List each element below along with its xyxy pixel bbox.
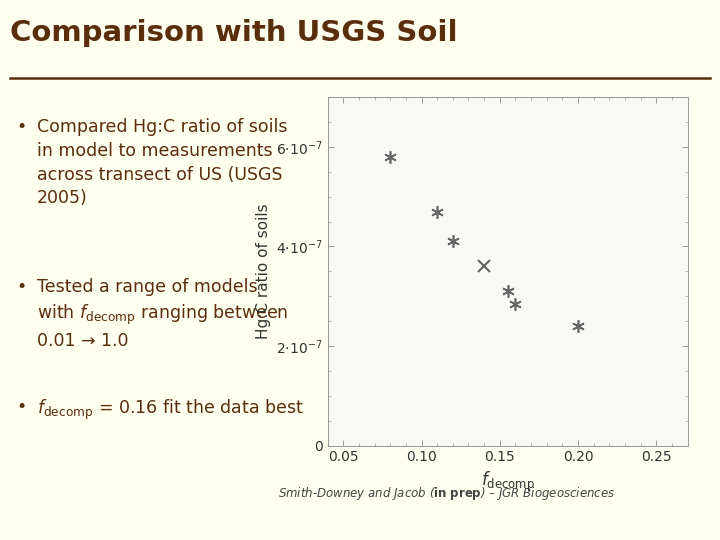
- Text: Smith-Downey and Jacob ($\mathbf{in\ prep}$) – JGR Biogeosciences: Smith-Downey and Jacob ($\mathbf{in\ pre…: [278, 485, 615, 502]
- Text: Comparison with USGS Soil: Comparison with USGS Soil: [10, 19, 458, 47]
- X-axis label: $f_{\mathrm{decomp}}$: $f_{\mathrm{decomp}}$: [481, 470, 534, 494]
- Text: $f_{\mathrm{decomp}}$ = 0.16 fit the data best: $f_{\mathrm{decomp}}$ = 0.16 fit the dat…: [37, 398, 303, 422]
- Y-axis label: Hg:C ratio of soils: Hg:C ratio of soils: [256, 204, 271, 339]
- Text: Tested a range of models
with $f_{\mathrm{decomp}}$ ranging between
0.01 → 1.0: Tested a range of models with $f_{\mathr…: [37, 278, 288, 350]
- Text: •: •: [16, 398, 27, 416]
- Text: •: •: [16, 278, 27, 296]
- Text: •: •: [16, 118, 27, 137]
- Text: Compared Hg:C ratio of soils
in model to measurements
across transect of US (USG: Compared Hg:C ratio of soils in model to…: [37, 118, 287, 207]
